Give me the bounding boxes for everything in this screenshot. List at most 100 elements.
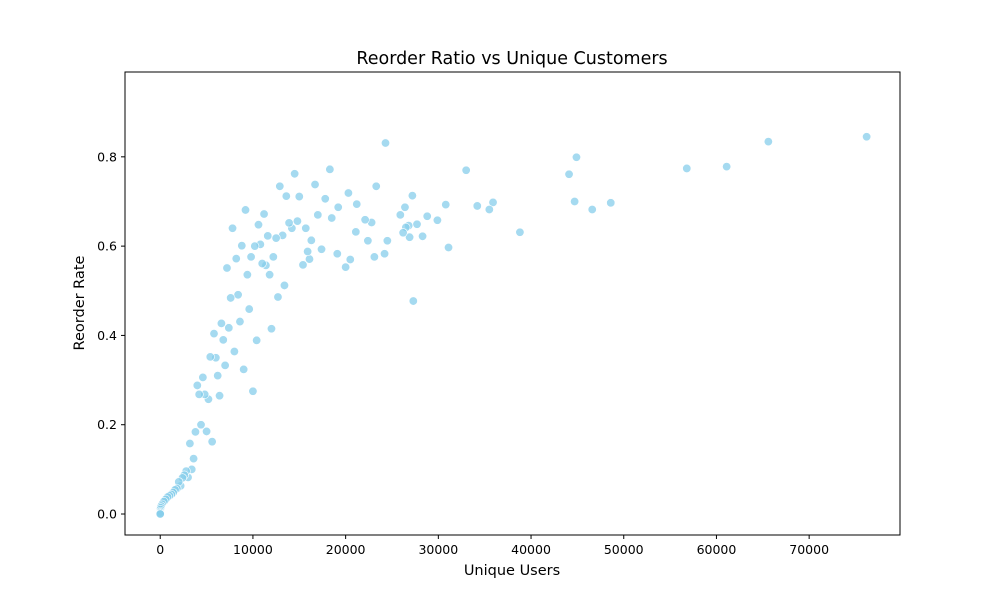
y-tick-label: 0.6	[97, 239, 117, 254]
scatter-point	[333, 202, 343, 212]
x-tick-label: 30000	[418, 542, 458, 557]
scatter-point	[371, 181, 381, 191]
scatter-point	[190, 427, 200, 437]
plot-area-background	[125, 72, 900, 535]
scatter-point	[400, 202, 410, 212]
scatter-point	[587, 205, 597, 215]
scatter-point	[341, 262, 351, 272]
scatter-point	[273, 292, 283, 302]
x-tick-label: 20000	[326, 542, 366, 557]
scatter-point	[290, 169, 300, 179]
scatter-point	[862, 132, 872, 142]
scatter-point	[351, 227, 361, 237]
x-tick-label: 40000	[511, 542, 551, 557]
scatter-point	[226, 293, 236, 303]
scatter-point	[564, 169, 574, 179]
y-tick-label: 0.2	[97, 417, 117, 432]
scatter-point	[304, 254, 314, 264]
scatter-point	[239, 364, 249, 374]
scatter-point	[235, 317, 245, 327]
x-tick-label: 0	[156, 542, 164, 557]
scatter-point	[570, 196, 580, 206]
scatter-point	[407, 191, 417, 201]
scatter-point	[263, 231, 273, 241]
scatter-point	[209, 329, 219, 339]
y-tick-label: 0.8	[97, 149, 117, 164]
scatter-point	[682, 163, 692, 173]
scatter-point	[185, 438, 195, 448]
scatter-point	[461, 165, 471, 175]
scatter-point	[253, 220, 263, 230]
scatter-point	[252, 335, 262, 345]
scatter-point	[488, 197, 498, 207]
scatter-point	[472, 201, 482, 211]
scatter-point	[313, 210, 323, 220]
scatter-point	[408, 296, 418, 306]
scatter-point	[484, 205, 494, 215]
scatter-point	[395, 210, 405, 220]
scatter-point	[441, 200, 451, 210]
scatter-point	[320, 194, 330, 204]
data-points	[155, 132, 872, 519]
scatter-point	[327, 213, 337, 223]
scatter-point	[216, 318, 226, 328]
x-axis-label: Unique Users	[464, 563, 560, 579]
scatter-point	[369, 252, 379, 262]
scatter-point	[310, 180, 320, 190]
scatter-point	[265, 270, 275, 280]
scatter-point	[229, 346, 239, 356]
scatter-point	[222, 263, 232, 273]
scatter-point	[332, 249, 342, 259]
scatter-point	[194, 389, 204, 399]
scatter-point	[259, 209, 269, 219]
scatter-point	[207, 437, 217, 447]
scatter-point	[360, 215, 370, 225]
scatter-point	[218, 335, 228, 345]
scatter-point	[220, 360, 230, 370]
scatter-point	[444, 242, 454, 252]
scatter-point	[606, 198, 616, 208]
scatter-point	[306, 235, 316, 245]
x-axis-ticks: 0 10000 20000 30000 40000 50000 60000 70000	[156, 535, 829, 557]
scatter-point	[345, 255, 355, 265]
scatter-point	[266, 324, 276, 334]
scatter-point	[292, 216, 302, 226]
scatter-point	[244, 304, 254, 314]
scatter-point	[380, 249, 390, 259]
scatter-point	[432, 215, 442, 225]
scatter-point	[205, 352, 215, 362]
scatter-point	[248, 386, 258, 396]
scatter-point	[241, 205, 251, 215]
scatter-point	[237, 241, 247, 251]
y-tick-label: 0.0	[97, 507, 117, 522]
scatter-point	[382, 236, 392, 246]
scatter-point	[298, 260, 308, 270]
scatter-point	[268, 252, 278, 262]
scatter-point	[228, 223, 238, 233]
scatter-point	[422, 211, 432, 221]
scatter-point	[398, 228, 408, 238]
scatter-point	[202, 426, 212, 436]
scatter-point	[418, 231, 428, 241]
scatter-point	[279, 280, 289, 290]
scatter-point	[257, 259, 267, 269]
scatter-point	[198, 372, 208, 382]
scatter-point	[405, 232, 415, 242]
scatter-point	[192, 380, 202, 390]
scatter-point	[224, 323, 234, 333]
chart-title: Reorder Ratio vs Unique Customers	[356, 49, 667, 69]
scatter-point	[215, 391, 225, 401]
scatter-point	[301, 223, 311, 233]
plot-frame	[124, 71, 901, 536]
scatter-point	[155, 509, 165, 519]
scatter-point	[763, 137, 773, 147]
x-tick-label: 50000	[604, 542, 644, 557]
scatter-point	[515, 227, 525, 237]
y-axis-label: Reorder Rate	[72, 255, 88, 350]
scatter-point	[275, 181, 285, 191]
scatter-point	[250, 241, 260, 251]
y-axis-ticks: 0.0 0.2 0.4 0.6 0.8	[97, 149, 125, 522]
scatter-point	[189, 454, 199, 464]
scatter-point	[363, 236, 373, 246]
